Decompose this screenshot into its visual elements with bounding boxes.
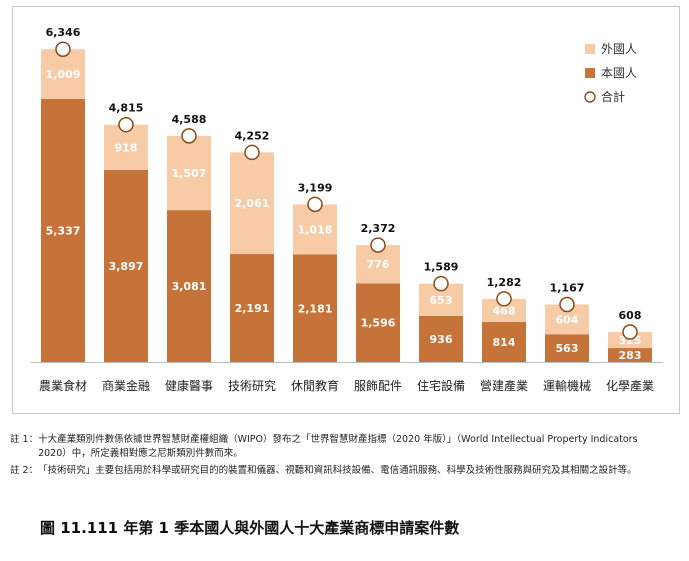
data-label-foreign: 468 [493,304,516,317]
data-label-foreign: 2,061 [235,197,270,210]
bar-foreign [293,204,337,255]
data-label-total: 4,252 [235,129,270,142]
total-marker [559,296,575,313]
legend-label-foreign: 外國人 [601,42,637,56]
bar-foreign [608,332,652,349]
total-marker [433,275,449,292]
data-label-foreign: 604 [556,313,579,326]
data-label-foreign: 1,507 [172,167,207,180]
data-label-domestic: 814 [493,336,516,349]
data-label-domestic: 2,191 [235,302,270,315]
bar-domestic [104,169,148,362]
bar-domestic [419,315,463,362]
total-marker [55,41,71,57]
total-marker [307,196,323,213]
data-label-total: 1,589 [424,261,459,274]
data-label-domestic: 1,596 [361,317,396,330]
footnote-2: 註 2： 「技術研究」主要包括用於科學或研究目的的裝置和儀器、視聽和資訊科技設備… [10,464,660,478]
bar-foreign [167,135,211,211]
bar-domestic [608,348,652,362]
footnote-1: 註 1： 十大產業類別件數係依據世界智慧財產權組織（WIPO）發布之「世界智慧財… [10,433,660,461]
bar-domestic [167,210,211,362]
category-label: 化學產業 [606,378,654,393]
footnote-1-text: 十大產業類別件數係依據世界智慧財產權組織（WIPO）發布之「世界智慧財產指標（2… [38,434,638,459]
legend-label-total: 合計 [601,89,625,104]
data-label-domestic: 5,337 [46,224,81,237]
category-label: 服飾配件 [354,379,402,393]
data-label-domestic: 3,897 [109,260,144,273]
bar-foreign [482,298,526,322]
data-label-domestic: 563 [556,342,579,355]
total-marker [370,237,386,253]
legend-swatch-domestic [585,68,595,78]
data-label-total: 6,346 [46,26,81,39]
footnote-2-label: 註 2： [10,465,39,476]
category-label: 營建產業 [480,378,528,393]
total-marker [118,116,134,133]
bar-domestic [545,334,589,362]
data-label-total: 2,372 [361,222,396,235]
data-label-total: 3,199 [298,181,333,194]
bar-foreign [230,152,274,255]
data-label-domestic: 2,181 [298,302,333,315]
category-label: 住宅設備 [417,378,465,393]
legend-swatch-foreign [585,44,595,54]
category-label: 技術研究 [228,378,276,393]
data-label-domestic: 936 [430,333,453,346]
figure-caption: 圖 11.111 年第 1 季本國人與外國人十大產業商標申請案件數 [40,519,460,537]
category-label: 休閒教育 [291,378,339,393]
data-label-total: 1,282 [487,276,522,289]
total-marker [181,128,197,144]
bar-domestic [230,254,274,362]
category-label: 商業金融 [102,378,150,393]
bar-domestic [482,321,526,362]
data-label-total: 4,815 [109,102,144,115]
legend-marker-total [584,91,596,103]
data-label-total: 1,167 [550,281,585,294]
total-marker [244,144,260,161]
legend-label-domestic: 本國人 [601,66,637,80]
data-label-domestic: 3,081 [172,280,207,293]
footnote-1-label: 註 1： [10,434,39,445]
footnotes: 註 1： 十大產業類別件數係依據世界智慧財產權組織（WIPO）發布之「世界智慧財… [10,433,660,481]
bar-domestic [41,98,85,362]
data-label-total: 608 [619,309,642,322]
data-label-foreign: 1,009 [46,68,81,81]
bar-domestic [356,283,400,362]
plot-area: 5,337 1,009 6,346 農業食材 3,897 918 4,815 商業金融 3,08… [31,26,663,393]
bar-domestic [293,254,337,362]
data-label-domestic: 283 [619,349,642,362]
category-label: 農業食材 [39,378,87,393]
chart-frame: 外國人 本國人 合計 5,337 1,009 6,346 農業食材 3,897 918 4,… [12,6,680,414]
data-label-foreign: 918 [115,141,138,154]
data-label-foreign: 653 [430,294,453,307]
bar-foreign [41,49,85,99]
data-label-foreign: 325 [619,334,642,347]
category-label: 健康醫事 [165,378,213,393]
data-label-total: 4,588 [172,113,207,126]
total-marker [622,324,638,340]
category-label: 運輸機械 [543,378,591,393]
data-label-foreign: 1,018 [298,223,333,236]
stacked-bar-chart: 外國人 本國人 合計 5,337 1,009 6,346 農業食材 3,897 918 4,… [31,26,663,393]
legend: 外國人 本國人 合計 [584,42,637,104]
total-marker [496,291,512,307]
data-label-foreign: 776 [367,258,390,271]
footnote-2-text: 「技術研究」主要包括用於科學或研究目的的裝置和儀器、視聽和資訊科技設備、電信通訊… [38,465,637,476]
